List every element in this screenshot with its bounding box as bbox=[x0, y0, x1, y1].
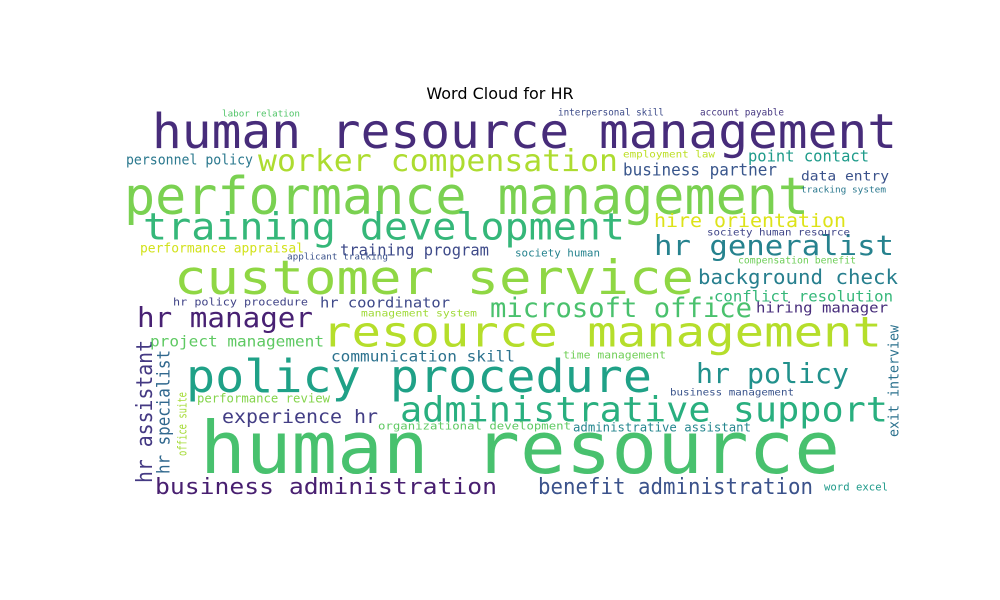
word-customer-service: customer service bbox=[174, 250, 694, 306]
word-microsoft-office: microsoft office bbox=[490, 292, 752, 324]
word-data-entry: data entry bbox=[801, 169, 889, 185]
word-human-resource: human resource bbox=[200, 406, 840, 491]
word-hr-manager: hr manager bbox=[137, 301, 313, 334]
word-communication-skill: communication skill bbox=[331, 347, 515, 366]
word-society-human-resource: society human resource bbox=[707, 227, 850, 239]
word-word-excel: word excel bbox=[824, 480, 888, 494]
word-hiring-manager: hiring manager bbox=[756, 300, 888, 317]
word-cloud: human resource human resource management p… bbox=[125, 108, 900, 498]
word-background-check: background check bbox=[698, 266, 898, 289]
word-training-program: training program bbox=[340, 240, 489, 260]
word-business-partner: business partner bbox=[623, 160, 777, 181]
word-time-management: time management bbox=[563, 348, 666, 362]
word-hr-coordinator: hr coordinator bbox=[320, 295, 450, 312]
word-compensation-benefit: compensation benefit bbox=[738, 255, 856, 267]
word-performance-review: performance review bbox=[197, 391, 330, 406]
word-policy-procedure: policy procedure bbox=[186, 351, 652, 404]
word-performance-management: performance management bbox=[125, 165, 809, 227]
word-benefit-administration: benefit administration bbox=[538, 475, 813, 498]
word-hr-policy: hr policy bbox=[696, 357, 849, 390]
word-business-management: business management bbox=[670, 387, 794, 399]
word-hr-policy-procedure: hr policy procedure bbox=[173, 295, 308, 309]
word-personnel-policy: personnel policy bbox=[126, 152, 253, 169]
word-experience-hr: experience hr bbox=[222, 405, 378, 428]
chart-title: Word Cloud for HR bbox=[426, 84, 574, 103]
word-business-administration: business administration bbox=[155, 475, 497, 498]
word-office-suite: office suite bbox=[175, 392, 190, 456]
word-hr-generalist: hr generalist bbox=[654, 229, 894, 262]
word-employment-law: employment law bbox=[623, 149, 715, 161]
word-management-system: management system bbox=[361, 308, 477, 320]
word-tracking-system: tracking system bbox=[801, 185, 886, 196]
word-conflict-resolution: conflict resolution bbox=[714, 287, 893, 306]
word-labor-relation: labor relation bbox=[222, 109, 300, 120]
word-interpersonal-skill: interpersonal skill bbox=[558, 108, 664, 119]
word-worker-compensation: worker compensation bbox=[258, 144, 618, 179]
word-human-resource-management: human resource management bbox=[152, 108, 897, 160]
word-project-management: project management bbox=[150, 332, 324, 351]
word-hire-orientation: hire orientation bbox=[654, 209, 846, 232]
word-applicant-tracking: applicant tracking bbox=[287, 252, 388, 263]
word-account-payable: account payable bbox=[700, 108, 784, 119]
word-society-human: society human bbox=[515, 246, 600, 260]
word-exit-interview: exit interview bbox=[886, 325, 900, 437]
word-administrative-support: administrative support bbox=[400, 389, 888, 431]
word-performance-appraisal: performance appraisal bbox=[140, 241, 304, 257]
word-administrative-assistant: administrative assistant bbox=[573, 420, 751, 435]
word-point-contact: point contact bbox=[748, 146, 869, 166]
word-hr-specialist: hr specialist bbox=[153, 350, 175, 474]
word-organizational-development: organizational development bbox=[378, 419, 571, 433]
word-training-development: training development bbox=[143, 206, 625, 250]
word-resource-management: resource management bbox=[322, 308, 882, 357]
